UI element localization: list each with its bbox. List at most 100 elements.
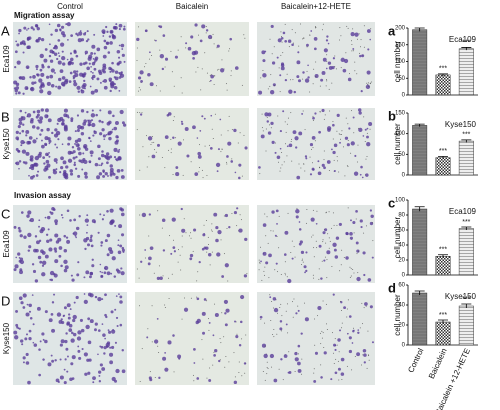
cell-dot	[327, 42, 330, 45]
significance: ***	[439, 247, 447, 254]
cell-dot	[71, 331, 74, 335]
cell-dot	[117, 156, 122, 161]
cell-dot	[309, 173, 313, 176]
cell-dot	[229, 37, 233, 41]
cell-dot	[54, 44, 57, 48]
cell-dot	[77, 345, 80, 348]
cell-dot	[56, 312, 62, 317]
cell-dot	[224, 366, 226, 368]
cell-dot	[296, 175, 301, 180]
cell-dot	[314, 351, 318, 355]
cell-dot	[18, 160, 22, 163]
cell-dot	[241, 84, 243, 86]
cell-dot	[80, 328, 85, 333]
cell-dot	[303, 163, 305, 165]
cell-dot	[326, 329, 328, 331]
cell-dot	[216, 44, 220, 48]
cell-dot	[291, 257, 294, 260]
cell-dot	[83, 293, 86, 295]
cell-dot	[171, 71, 173, 73]
cell-dot	[20, 144, 23, 147]
cell-dot	[154, 39, 157, 42]
cell-dot	[197, 34, 199, 36]
cell-dot	[109, 170, 114, 175]
cell-dot	[333, 343, 336, 347]
cell-dot	[29, 219, 32, 222]
cell-dot	[359, 327, 361, 329]
cell-dot	[54, 259, 59, 264]
cell-dot	[296, 207, 298, 209]
cell-dot	[141, 348, 143, 350]
cell-dot	[309, 34, 311, 36]
cell-dot	[297, 368, 302, 373]
cell-dot	[273, 378, 278, 383]
cell-dot	[317, 160, 320, 163]
cell-dot	[206, 300, 208, 302]
cell-dot	[100, 164, 103, 167]
cell-dot	[79, 318, 83, 322]
cell-dot	[60, 166, 64, 170]
cell-dot	[322, 300, 324, 302]
cell-dot	[136, 37, 140, 42]
cell-dot	[16, 60, 21, 65]
cell-dot	[360, 225, 363, 229]
cell-dot	[281, 164, 283, 166]
cell-dot	[347, 207, 349, 209]
cell-dot	[350, 141, 355, 146]
cell-dot	[98, 380, 102, 383]
cell-dot	[99, 263, 102, 266]
cell-dot	[312, 274, 314, 276]
cell-dot	[324, 256, 326, 258]
cell-dot	[77, 38, 82, 43]
cell-dot	[93, 221, 96, 224]
cell-dot	[324, 114, 326, 116]
cell-dot	[114, 341, 117, 344]
cell-dot	[286, 123, 288, 125]
cell-dot	[273, 328, 275, 330]
cell-dot	[280, 66, 285, 71]
cell-dot	[311, 236, 313, 238]
cell-dot	[367, 48, 370, 51]
cell-dot	[66, 321, 71, 325]
cell-dot	[338, 133, 340, 135]
cell-dot	[155, 151, 157, 153]
cell-dot	[139, 89, 141, 91]
cell-dot	[22, 356, 26, 360]
cell-dot	[55, 85, 58, 88]
cell-dot	[48, 318, 53, 323]
cell-dot	[262, 73, 267, 78]
cell-dot	[67, 142, 71, 146]
cell-dot	[77, 90, 80, 93]
cell-dot	[309, 156, 311, 158]
cell-dot	[225, 356, 227, 358]
cell-dot	[304, 271, 306, 274]
cell-dot	[207, 236, 209, 238]
cell-dot	[46, 127, 50, 132]
cell-dot	[36, 73, 39, 76]
cell-dot	[368, 359, 370, 361]
cell-dot	[61, 143, 64, 146]
cell-dot	[359, 219, 363, 223]
cell-dot	[320, 364, 322, 366]
cell-dot	[196, 297, 200, 301]
cell-dot	[61, 119, 65, 123]
cell-dot	[14, 50, 18, 54]
cell-dot	[159, 276, 163, 281]
cell-dot	[326, 126, 332, 131]
cell-dot	[235, 335, 239, 339]
cell-dot	[101, 271, 103, 274]
cell-dot	[359, 173, 362, 176]
cell-dot	[214, 312, 219, 317]
cell-dot	[19, 259, 25, 265]
cell-dot	[302, 71, 305, 74]
cell-dot	[114, 26, 118, 30]
cell-dot	[40, 37, 45, 42]
cell-dot	[21, 76, 26, 81]
cell-dot	[142, 146, 144, 148]
cell-dot	[109, 164, 113, 168]
y-tick-label: 50	[398, 76, 405, 82]
cell-dot	[312, 83, 314, 85]
cell-dot	[350, 32, 355, 37]
cell-dot	[196, 296, 198, 298]
cell-dot	[99, 81, 102, 84]
